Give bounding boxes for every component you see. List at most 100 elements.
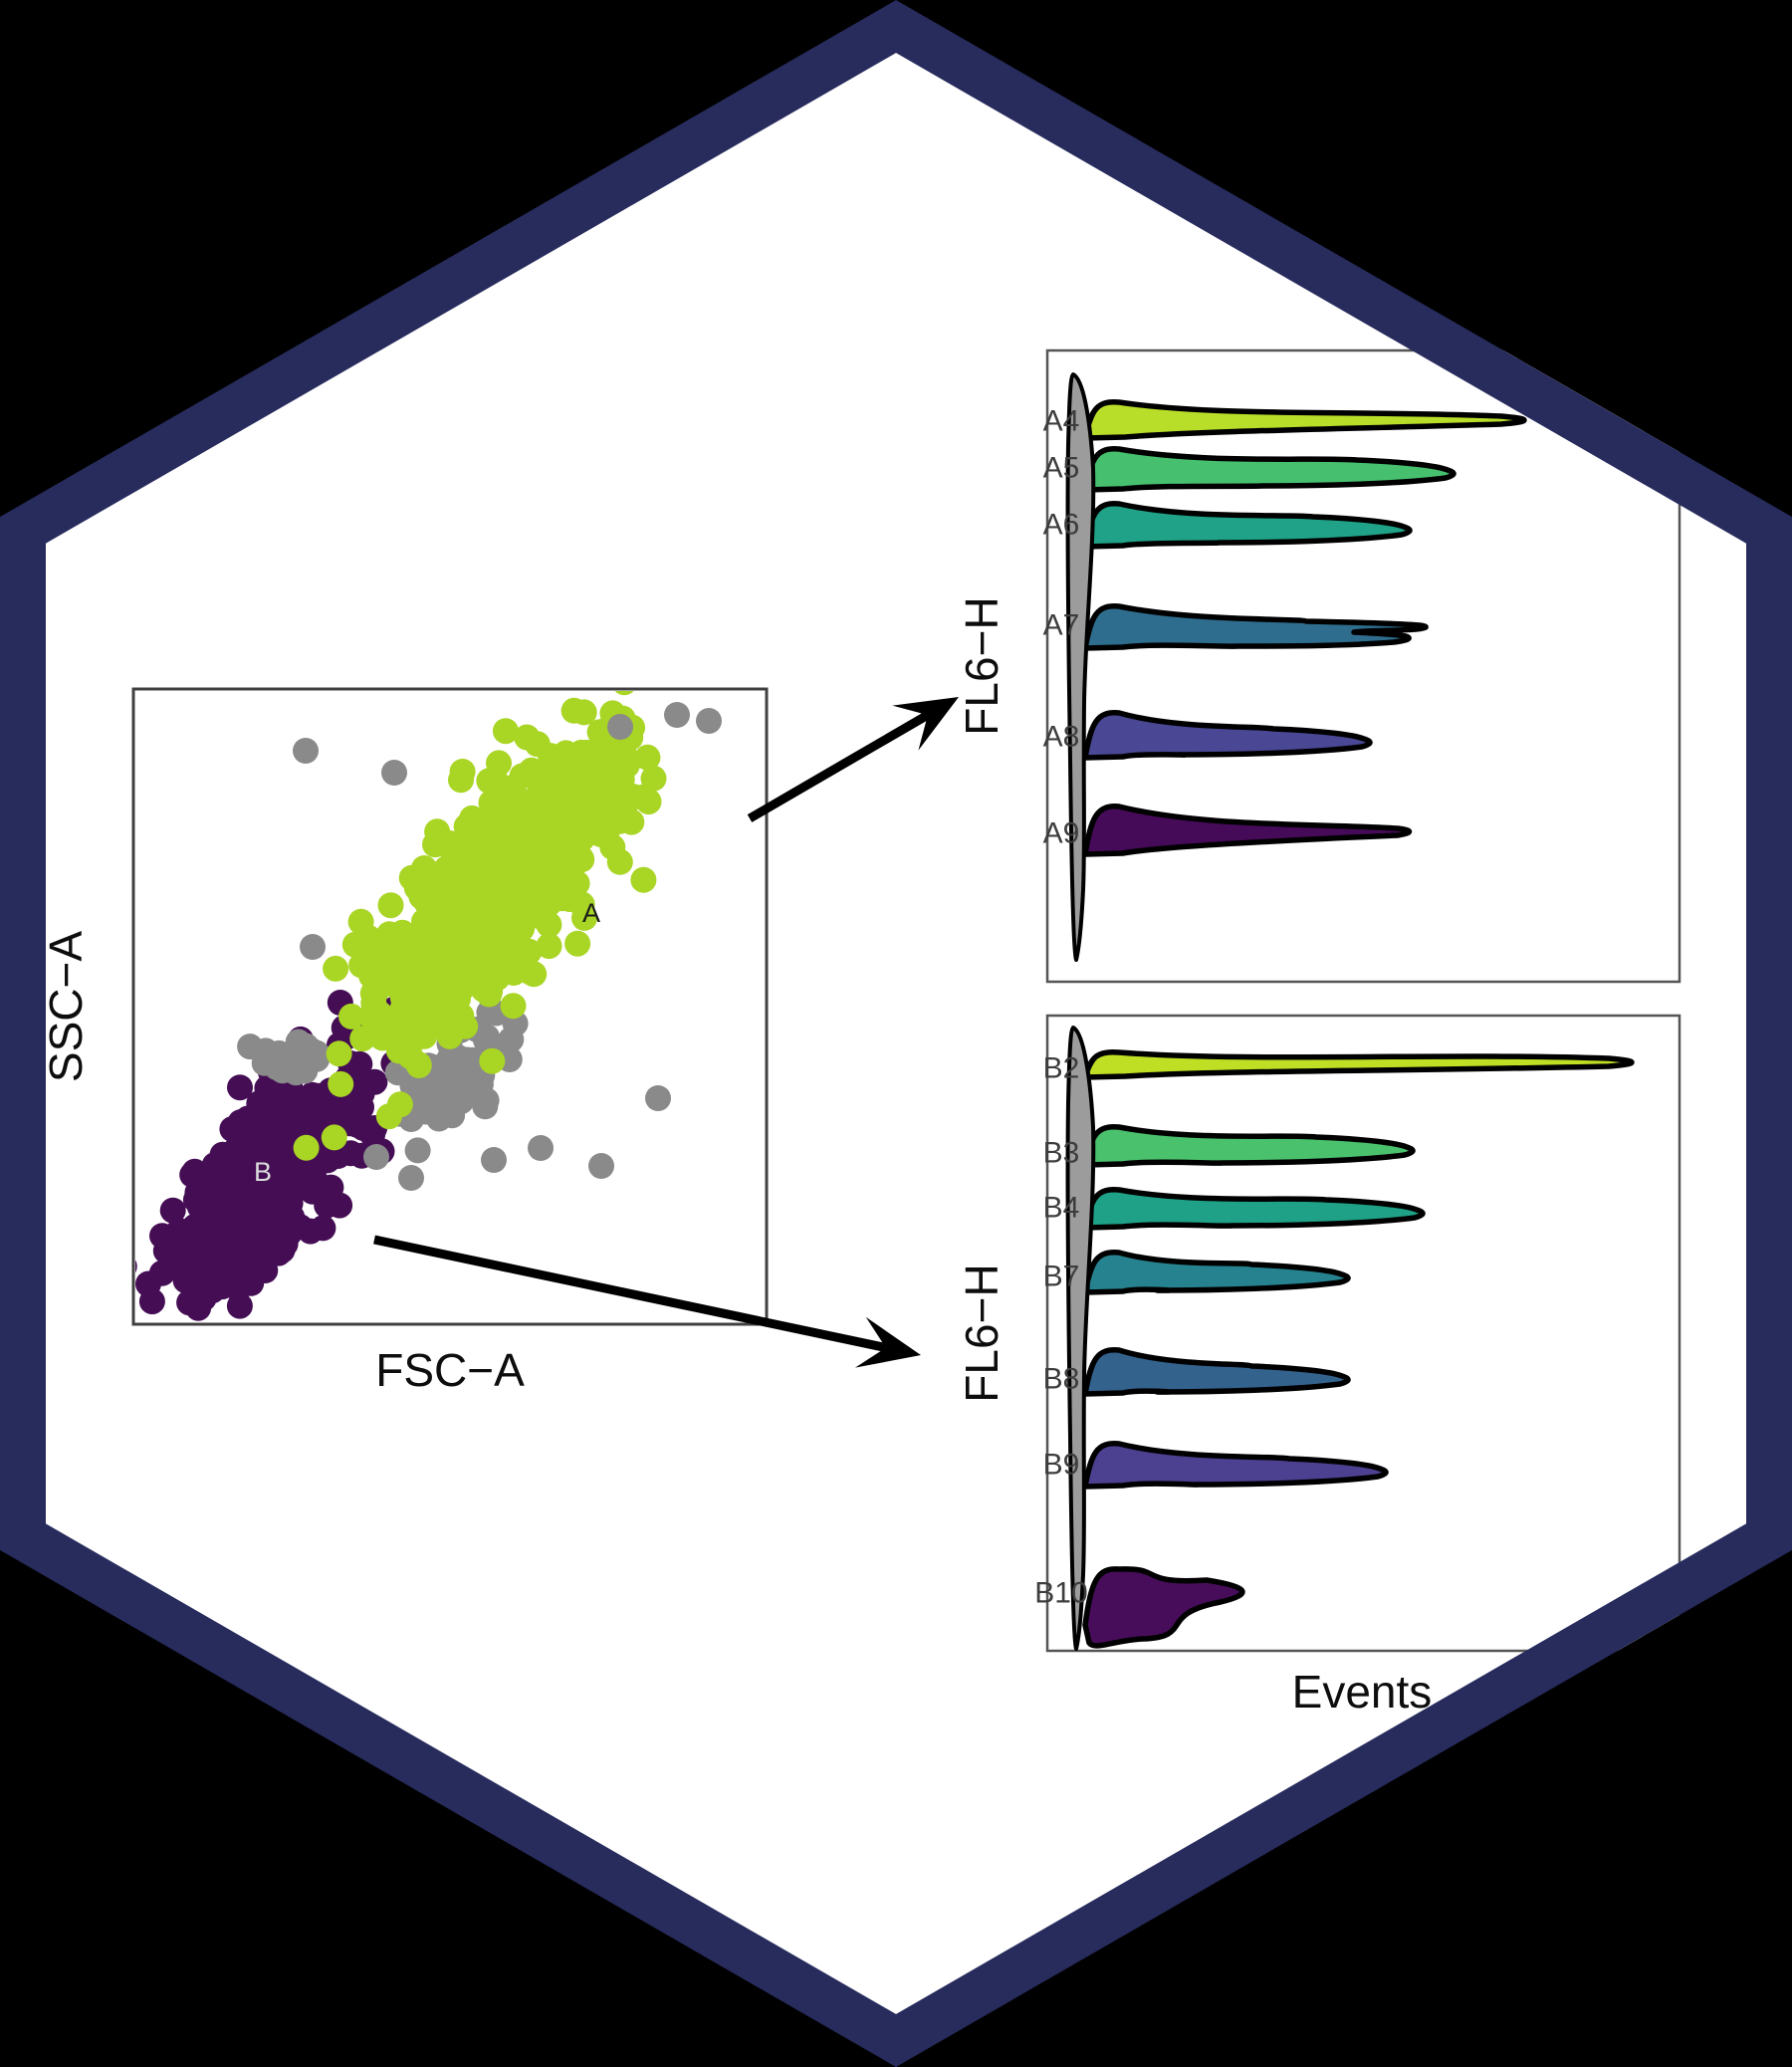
- scatter-point: [454, 838, 481, 865]
- zero-peak-band: [1065, 372, 1096, 962]
- scatter-point: [159, 1197, 186, 1224]
- ridge-density-B10: [1082, 1566, 1245, 1649]
- scatter-point: [470, 976, 497, 1003]
- ridge-row-label-A8: A8: [1043, 721, 1080, 754]
- scatter-point: [229, 1254, 256, 1280]
- scatter-point: [456, 1080, 483, 1107]
- scatter-point: [630, 866, 657, 893]
- scatter-point: [492, 718, 519, 745]
- ridge-density-B7: [1082, 1250, 1351, 1295]
- scatter-point: [512, 798, 539, 824]
- ridge-density-A8: [1082, 710, 1373, 761]
- ridge-density-B2: [1082, 1048, 1635, 1080]
- scatter-point: [328, 1070, 354, 1097]
- scatter-point: [405, 1052, 432, 1078]
- ridge-top-y-axis-title: FL6−H: [956, 596, 1008, 735]
- scatter-point: [219, 1116, 246, 1142]
- scatter-points: [135, 691, 722, 1321]
- ridge-density-A9: [1082, 804, 1413, 857]
- ridge-plot-bottom: B2 B3 B4 B7 B8 B9 B10 FL6−H Events: [956, 1014, 1681, 1718]
- scatter-point: [505, 913, 532, 940]
- scatter-point: [500, 993, 527, 1020]
- scatter-point: [532, 760, 559, 787]
- scatter-point: [321, 1124, 347, 1151]
- scatter-point: [377, 892, 404, 919]
- scatter-point: [634, 744, 661, 771]
- scatter-point: [227, 1074, 253, 1101]
- scatter-point: [481, 1147, 507, 1173]
- scatter-point: [664, 702, 690, 728]
- scatter-point: [577, 790, 604, 816]
- scatter-point: [471, 857, 498, 883]
- scatter-point: [510, 945, 537, 972]
- scatter-gate-plot: A B SSC−A FSC−A: [40, 687, 769, 1396]
- scatter-point: [411, 855, 438, 881]
- scatter-point: [251, 1049, 278, 1076]
- scatter-point: [350, 1115, 376, 1141]
- scatter-point: [318, 1174, 344, 1201]
- scatter-point: [404, 1137, 431, 1164]
- scatter-point: [696, 708, 722, 734]
- scatter-point: [185, 1294, 212, 1321]
- scatter-point: [398, 1165, 424, 1191]
- scatter-point: [243, 1225, 270, 1252]
- scatter-point: [455, 875, 482, 902]
- arrow-gate-a-to-top-ridges: [747, 697, 959, 822]
- ridge-row-label-B9: B9: [1043, 1449, 1080, 1482]
- scatter-point: [640, 765, 667, 792]
- scatter-point: [251, 1194, 278, 1221]
- ridge-row-label-B8: B8: [1043, 1363, 1080, 1396]
- scatter-point: [568, 825, 595, 851]
- scatter-point: [498, 775, 525, 802]
- ridge-density-B8: [1082, 1347, 1351, 1397]
- scatter-point: [401, 960, 427, 987]
- scatter-point: [494, 867, 521, 894]
- scatter-point: [418, 1015, 444, 1040]
- scatter-point: [569, 753, 596, 780]
- arrowhead: [892, 697, 959, 751]
- scatter-point: [529, 816, 556, 842]
- scatter-point: [439, 1102, 466, 1129]
- scatter-point: [279, 1204, 306, 1231]
- scatter-point: [480, 911, 507, 938]
- ridge-row-label-A6: A6: [1043, 509, 1080, 542]
- ridge-row-label-B4: B4: [1043, 1192, 1080, 1225]
- scatter-point: [262, 1084, 288, 1111]
- scatter-point: [310, 1215, 336, 1242]
- scatter-point: [629, 784, 656, 810]
- scatter-point: [338, 1003, 364, 1030]
- scatter-point: [293, 738, 319, 764]
- scatter-point: [607, 714, 633, 740]
- scatter-point: [592, 755, 619, 782]
- ridge-row-label-A5: A5: [1043, 452, 1080, 485]
- ridge-top-rows: A4 A5 A6 A7 A8 A9: [1043, 372, 1527, 962]
- scatter-point: [503, 842, 530, 869]
- scatter-point: [459, 924, 486, 950]
- scatter-point: [360, 990, 387, 1017]
- ridge-row-label-B7: B7: [1043, 1261, 1080, 1293]
- scatter-point: [618, 808, 645, 835]
- scatter-point: [452, 1013, 479, 1039]
- gate-a-label: A: [582, 898, 600, 928]
- scatter-point: [571, 904, 597, 931]
- ridge-bottom-y-axis-title: FL6−H: [956, 1263, 1008, 1402]
- scatter-point: [479, 1047, 506, 1074]
- scatter-point: [381, 760, 407, 786]
- scatter-point: [250, 1252, 276, 1278]
- ridge-density-A5: [1082, 446, 1456, 493]
- zero-peak-band: [1065, 1026, 1096, 1651]
- ridge-density-B4: [1082, 1187, 1426, 1231]
- scatter-point: [323, 955, 349, 982]
- scatter-point: [434, 955, 461, 981]
- scatter-point: [293, 1033, 320, 1059]
- gate-b-label: B: [254, 1157, 272, 1187]
- scatter-point: [524, 731, 551, 758]
- scatter-point: [449, 759, 476, 785]
- ridge-row-label-B3: B3: [1043, 1137, 1080, 1170]
- scatter-x-axis-title: FSC−A: [375, 1344, 525, 1396]
- scatter-point: [442, 906, 469, 933]
- scatter-point: [568, 846, 595, 873]
- scatter-point: [560, 697, 587, 724]
